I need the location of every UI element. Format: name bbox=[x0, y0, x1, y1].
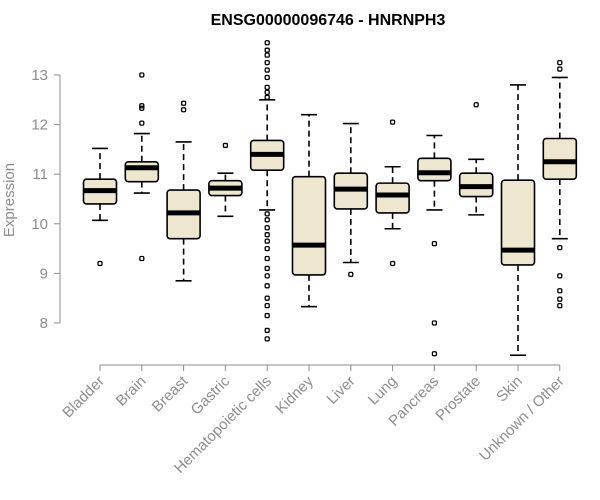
outlier-point bbox=[264, 94, 270, 100]
box-group bbox=[500, 84, 536, 357]
outlier-point bbox=[139, 105, 145, 111]
iqr-box bbox=[542, 137, 578, 180]
x-tick-label: Brain bbox=[113, 373, 150, 410]
x-tick-label: Skin bbox=[493, 373, 526, 406]
box-group bbox=[375, 119, 410, 267]
y-axis: 8 9 10 11 12 13 bbox=[31, 67, 61, 332]
chart-title: ENSG00000096746 - HNRNPH3 bbox=[211, 12, 446, 29]
outlier-point bbox=[264, 283, 270, 289]
iqr-box bbox=[500, 179, 536, 266]
outlier-point bbox=[264, 47, 270, 53]
x-tick-label: Bladder bbox=[59, 373, 108, 422]
outlier-point bbox=[222, 142, 229, 149]
outlier-point bbox=[557, 302, 563, 309]
y-tick-label: 12 bbox=[31, 117, 48, 134]
outlier-point bbox=[264, 255, 270, 262]
outlier-point bbox=[264, 245, 270, 252]
outlier-point bbox=[264, 59, 270, 66]
outlier-point bbox=[348, 271, 354, 278]
y-tick-label: 8 bbox=[40, 315, 48, 332]
outlier-point bbox=[264, 40, 270, 46]
outlier-point bbox=[431, 351, 438, 357]
y-tick-label: 10 bbox=[31, 216, 48, 233]
outlier-point bbox=[557, 273, 563, 279]
outlier-point bbox=[264, 89, 270, 96]
outlier-point bbox=[180, 100, 187, 106]
outlier-point bbox=[389, 260, 396, 267]
outlier-point bbox=[264, 211, 270, 217]
y-tick-label: 11 bbox=[32, 166, 48, 183]
iqr-box bbox=[417, 157, 452, 182]
iqr-box bbox=[375, 182, 410, 214]
outlier-point bbox=[264, 302, 270, 309]
box-group bbox=[166, 100, 201, 282]
outlier-point bbox=[264, 232, 270, 238]
outlier-point bbox=[97, 260, 103, 267]
box-group bbox=[249, 40, 285, 342]
x-tick-label: Lung bbox=[365, 373, 401, 409]
outlier-point bbox=[139, 120, 145, 126]
outlier-point bbox=[431, 320, 438, 326]
box-group bbox=[208, 142, 243, 218]
outlier-point bbox=[264, 238, 270, 244]
box-group bbox=[458, 102, 494, 216]
outlier-point bbox=[264, 336, 270, 342]
outlier-point bbox=[557, 244, 563, 251]
outlier-point bbox=[264, 84, 270, 91]
outlier-point bbox=[473, 102, 479, 108]
outlier-point bbox=[557, 288, 563, 294]
outlier-point bbox=[557, 59, 563, 66]
y-tick-label: 9 bbox=[40, 265, 48, 282]
x-tick-label: Kidney bbox=[272, 372, 317, 417]
iqr-box bbox=[291, 175, 327, 276]
outlier-point bbox=[264, 312, 270, 319]
outlier-point bbox=[264, 225, 270, 231]
outlier-point bbox=[264, 327, 270, 334]
outlier-point bbox=[264, 217, 270, 223]
y-axis-label: Expression bbox=[1, 163, 18, 237]
outlier-point bbox=[139, 255, 145, 262]
outlier-point bbox=[557, 66, 563, 72]
iqr-box bbox=[124, 161, 160, 183]
box-group bbox=[124, 72, 160, 262]
y-tick-label: 13 bbox=[31, 67, 48, 84]
outlier-point bbox=[264, 74, 270, 81]
box-group bbox=[333, 122, 369, 278]
box-group bbox=[542, 59, 578, 309]
outlier-point bbox=[139, 103, 145, 109]
plot-area bbox=[82, 40, 578, 357]
outlier-point bbox=[557, 296, 563, 302]
outlier-point bbox=[264, 295, 270, 301]
x-tick-label: Liver bbox=[324, 373, 359, 408]
box-group bbox=[291, 113, 327, 308]
outlier-point bbox=[264, 52, 270, 58]
outlier-point bbox=[139, 72, 145, 78]
outlier-point bbox=[389, 119, 396, 125]
outlier-point bbox=[431, 240, 438, 247]
x-tick-label: Breast bbox=[149, 372, 192, 415]
box-group bbox=[82, 147, 118, 267]
outlier-point bbox=[264, 67, 270, 73]
outlier-point bbox=[264, 265, 270, 272]
outlier-point bbox=[180, 107, 187, 113]
outlier-point bbox=[264, 273, 270, 279]
box-group bbox=[417, 134, 452, 357]
x-tick-label: Prostate bbox=[432, 373, 484, 425]
